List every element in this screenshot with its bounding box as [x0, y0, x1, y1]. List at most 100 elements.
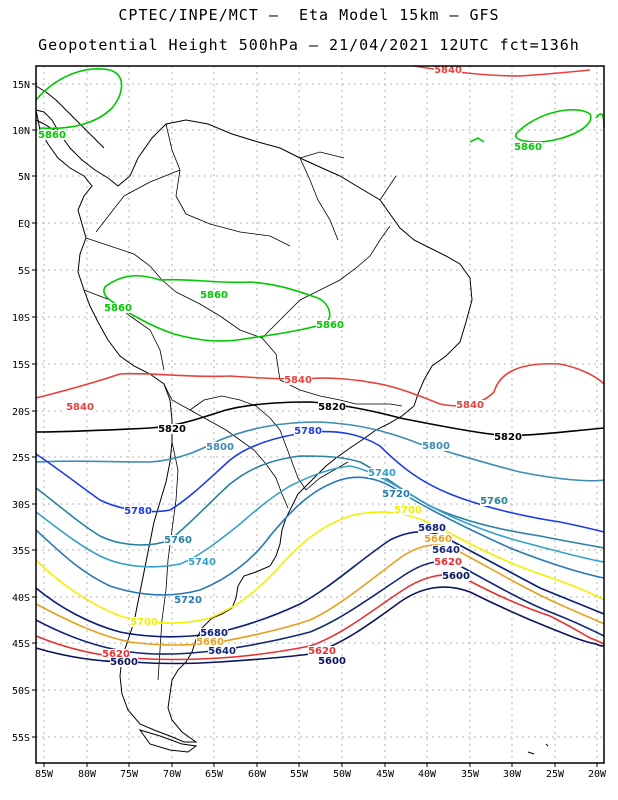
tierra-del-fuego — [138, 729, 198, 753]
latitude-labels: 15N 10N 5N EQ 5S 10S 15S 20S 25S 30S 35S 40S 45S 50S 5… — [12, 80, 36, 744]
lat-label: 55S — [12, 733, 30, 744]
contour-label-5740: 5740 — [368, 468, 396, 479]
lat-label: 15S — [12, 360, 30, 371]
contour-label-5780: 5780 — [124, 506, 152, 517]
lon-label: 65W — [205, 769, 224, 780]
contour-label-bg — [442, 571, 470, 581]
lat-label: 35S — [12, 546, 30, 557]
contour-5780 — [35, 430, 605, 533]
contour-label-bg — [316, 320, 344, 330]
contour-label-bg — [200, 628, 228, 638]
contour-label-5820: 5820 — [494, 432, 522, 443]
lat-label: 40S — [12, 593, 30, 604]
contour-5700 — [35, 511, 605, 624]
contour-label-bg — [174, 595, 202, 605]
contour-label-5760: 5760 — [480, 496, 508, 507]
contour-label-bg — [196, 637, 224, 647]
contour-label-bg — [104, 303, 132, 313]
lat-label: 45S — [12, 639, 30, 650]
contour-label-bg — [514, 142, 542, 152]
contour-5740 — [35, 465, 605, 568]
contour-label-bg — [188, 557, 216, 567]
coastlines-and-borders — [35, 85, 549, 755]
contour-5860-amazon — [103, 274, 331, 342]
contour-5680 — [35, 530, 605, 638]
contour-5860-atlantic — [515, 108, 592, 143]
contour-label-bg — [422, 441, 450, 451]
contour-label-5620: 5620 — [102, 649, 130, 660]
lon-label: 60W — [248, 769, 267, 780]
contour-label-5680: 5680 — [200, 628, 228, 639]
contour-label-bg — [124, 506, 152, 516]
contour-labels: 5840 5860 5860 5860 5860 5860 5840 5840 5840 5820… — [38, 65, 542, 668]
contour-5820 — [35, 401, 605, 437]
contour-label-5600: 5600 — [110, 657, 138, 668]
country-borders — [83, 123, 403, 681]
contour-label-5860: 5860 — [104, 303, 132, 314]
contour-label-bg — [456, 400, 484, 410]
contour-5660 — [35, 544, 605, 646]
contour-label-bg — [38, 130, 66, 140]
contour-label-bg — [308, 646, 336, 656]
contour-label-bg — [382, 489, 410, 499]
contour-5800 — [35, 421, 605, 482]
contour-label-5860: 5860 — [316, 320, 344, 331]
contour-label-5660: 5660 — [196, 637, 224, 648]
lon-label: 85W — [35, 769, 54, 780]
contour-label-5860: 5860 — [38, 130, 66, 141]
lon-label: 25W — [546, 769, 565, 780]
contour-label-5820: 5820 — [318, 402, 346, 413]
contour-label-bg — [208, 646, 236, 656]
contour-label-5640: 5640 — [432, 545, 460, 556]
contour-5720 — [35, 476, 605, 596]
lat-label: 5N — [18, 172, 30, 183]
contour-label-5700: 5700 — [394, 505, 422, 516]
lon-label: 45W — [376, 769, 395, 780]
lat-label: 30S — [12, 500, 30, 511]
contour-label-5660: 5660 — [424, 534, 452, 545]
title-line-1: CPTEC/INPE/MCT – Eta Model 15km – GFS — [118, 6, 500, 24]
contour-label-bg — [102, 649, 130, 659]
contour-label-5720: 5720 — [382, 489, 410, 500]
contour-label-5860: 5860 — [514, 142, 542, 153]
contour-label-5780: 5780 — [294, 426, 322, 437]
contour-label-5800: 5800 — [206, 442, 234, 453]
lat-label: 50S — [12, 686, 30, 697]
contour-label-bg — [424, 534, 452, 544]
contour-label-bg — [368, 468, 396, 478]
lon-label: 55W — [290, 769, 309, 780]
longitude-labels: 85W 80W 75W 70W 65W 60W 55W 50W 45W 40W 35W 30W 25W 2… — [35, 763, 607, 780]
lat-label: 15N — [12, 80, 30, 91]
map-frame — [35, 65, 605, 764]
contour-label-bg — [432, 545, 460, 555]
contour-label-bg — [110, 657, 138, 667]
contour-label-5640: 5640 — [208, 646, 236, 657]
contour-label-bg — [130, 617, 158, 627]
contour-label-bg — [164, 535, 192, 545]
contour-label-5840: 5840 — [66, 402, 94, 413]
contour-label-5600: 5600 — [318, 656, 346, 667]
contour-5620 — [35, 574, 605, 661]
contour-label-bg — [418, 523, 446, 533]
title-line-2: Geopotential Height 500hPa – 21/04/2021 … — [38, 36, 580, 54]
contour-label-bg — [318, 656, 346, 666]
lat-label: 10S — [12, 313, 30, 324]
contour-5760 — [35, 455, 605, 549]
atlantic-islands — [527, 743, 549, 755]
contour-label-bg — [394, 505, 422, 515]
geopotential-contours — [35, 65, 605, 665]
contour-label-5620: 5620 — [308, 646, 336, 657]
contour-5600 — [35, 586, 605, 665]
contour-5860-caribbean — [35, 68, 123, 130]
contour-label-5720: 5720 — [174, 595, 202, 606]
lat-label: 25S — [12, 453, 30, 464]
contour-label-5840: 5840 — [456, 400, 484, 411]
contour-label-bg — [480, 496, 508, 506]
contour-label-5740: 5740 — [188, 557, 216, 568]
contour-label-5680: 5680 — [418, 523, 446, 534]
contour-label-bg — [284, 375, 312, 385]
contour-5840-central — [35, 362, 605, 407]
contour-label-bg — [434, 65, 462, 75]
lon-label: 80W — [78, 769, 97, 780]
contour-label-5820: 5820 — [158, 424, 186, 435]
